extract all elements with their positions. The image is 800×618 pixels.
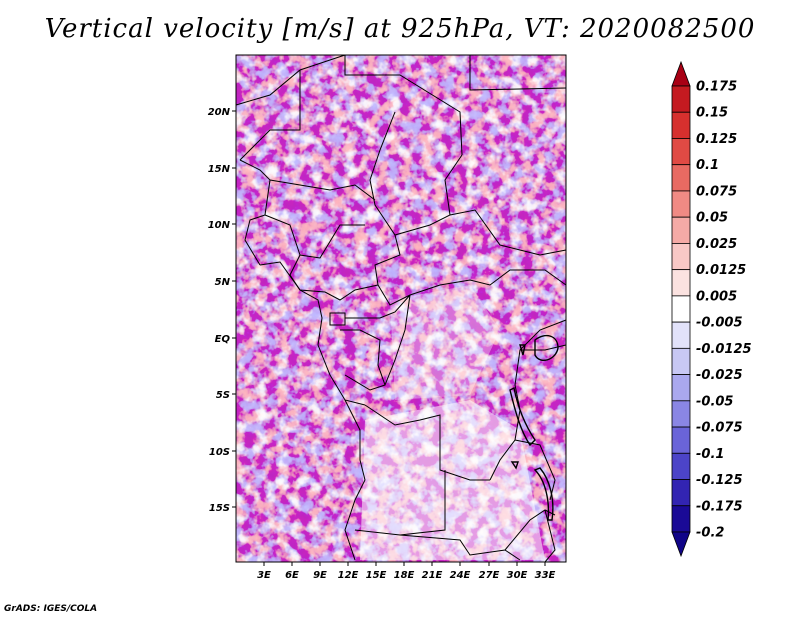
colorbar-label: 0.075 (696, 184, 737, 199)
colorbar-label: 0.005 (696, 289, 737, 304)
lon-label-27e: 27E (479, 570, 500, 581)
map-title: Vertical velocity [m/s] at 925hPa, VT: 2… (44, 14, 756, 44)
lat-label-15n: 15N (208, 164, 231, 175)
lon-label-24e: 24E (450, 570, 471, 581)
colorbar-segment (671, 190, 691, 218)
colorbar-label: -0.175 (696, 499, 743, 514)
lon-labels: 3E 6E 9E 12E 15E 18E 21E 24E 27E 30E 33E (257, 570, 555, 581)
lat-label-eq: EQ (215, 334, 231, 345)
colorbar-segment (671, 164, 691, 192)
colorbar-label: 0.1 (696, 158, 719, 173)
colorbar-label: -0.0125 (696, 342, 752, 357)
colorbar-segment (671, 111, 691, 139)
velocity-field (236, 55, 566, 562)
lat-label-5s: 5S (216, 390, 230, 401)
colorbar-segment (671, 452, 691, 480)
colorbar-label: -0.005 (696, 316, 743, 331)
colorbar-label: -0.2 (696, 526, 724, 541)
colorbar-segment (671, 85, 691, 113)
lon-label-12e: 12E (338, 570, 359, 581)
colorbar-top-arrow (671, 60, 691, 87)
colorbar-bottom-arrow (671, 531, 691, 558)
lon-label-33e: 33E (535, 570, 556, 581)
colorbar-label: -0.05 (696, 394, 733, 409)
colorbar-label: 0.15 (696, 106, 728, 121)
colorbar-segment (671, 216, 691, 244)
lat-label-15s: 15S (209, 503, 230, 514)
colorbar-label: 0.0125 (696, 263, 746, 278)
colorbar-label: -0.075 (696, 421, 743, 436)
lon-label-30e: 30E (507, 570, 528, 581)
colorbar-label: 0.125 (696, 132, 737, 147)
lon-ticks (263, 562, 546, 566)
colorbar-segment (671, 347, 691, 375)
colorbar-segment (671, 321, 691, 349)
colorbar-segment (671, 374, 691, 402)
colorbar-label: 0.025 (696, 237, 737, 252)
lake-outlines (509, 334, 559, 521)
lon-label-3e: 3E (257, 570, 271, 581)
colorbar-segment (671, 479, 691, 507)
colorbar-segment (671, 426, 691, 454)
colorbar-label: 0.175 (696, 80, 737, 95)
lon-label-6e: 6E (285, 570, 299, 581)
lon-label-9e: 9E (313, 570, 327, 581)
colorbar-labels: 0.175 0.15 0.125 0.1 0.075 0.05 0.025 0.0125 0.0… (696, 80, 752, 541)
colorbar-segment (671, 138, 691, 166)
colorbar-segment (671, 505, 691, 533)
colorbar-label: -0.1 (696, 447, 724, 462)
credit-text: GrADS: IGES/COLA (4, 604, 98, 614)
colorbar-segment (671, 295, 691, 323)
country-borders (235, 54, 567, 563)
lat-labels: 20N 15N 10N 5N EQ 5S 10S 15S (208, 107, 231, 514)
colorbar-label: -0.125 (696, 473, 743, 488)
lat-label-10s: 10S (209, 447, 230, 458)
lon-label-15e: 15E (366, 570, 387, 581)
colorbar-label: 0.05 (696, 211, 728, 226)
lat-label-20n: 20N (208, 107, 231, 118)
colorbar-segment (671, 400, 691, 428)
colorbar-label: -0.025 (696, 368, 743, 383)
colorbar-segment (671, 243, 691, 271)
lat-ticks (232, 110, 236, 508)
lat-label-5n: 5N (215, 277, 231, 288)
lat-label-10n: 10N (208, 220, 231, 231)
map-frame (235, 54, 567, 563)
colorbar (671, 60, 691, 558)
lon-label-21e: 21E (422, 570, 443, 581)
colorbar-segment (671, 269, 691, 297)
lon-label-18e: 18E (394, 570, 415, 581)
